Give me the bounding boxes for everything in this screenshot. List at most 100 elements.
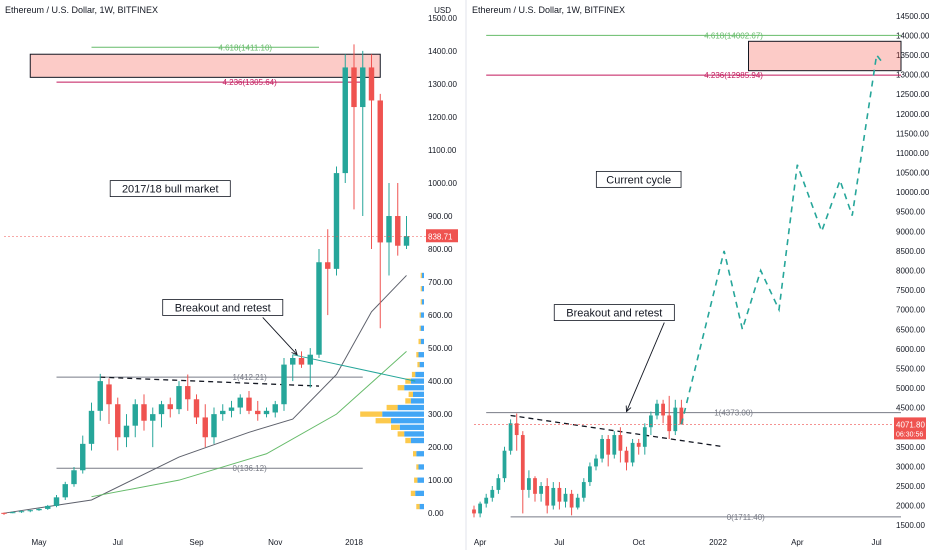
candle-body[interactable] [281, 364, 287, 405]
candle-body[interactable] [360, 67, 366, 108]
candle-body[interactable] [71, 470, 77, 485]
annotation-text: Breakout and retest [175, 302, 271, 314]
candle-body[interactable] [368, 67, 375, 101]
candle-body[interactable] [298, 358, 305, 365]
candle-body[interactable] [624, 450, 629, 463]
candle-body[interactable] [612, 435, 617, 455]
moving-average-line[interactable] [3, 275, 407, 514]
candle-body[interactable] [496, 478, 501, 490]
candle-body[interactable] [600, 438, 604, 459]
candle-body[interactable] [618, 435, 623, 451]
candle-body[interactable] [255, 410, 261, 415]
candle-body[interactable] [342, 67, 348, 174]
candle-body[interactable] [649, 415, 653, 428]
candle-body[interactable] [351, 67, 357, 108]
candle-body[interactable] [27, 510, 33, 512]
candle-body[interactable] [237, 397, 243, 408]
chart-panel-right[interactable]: Ethereum / U.S. Dollar, 1W, BITFINEX 150… [472, 5, 932, 547]
candle-body[interactable] [520, 435, 525, 490]
candle-body[interactable] [307, 354, 313, 365]
candle-body[interactable] [386, 216, 392, 243]
candle-body[interactable] [377, 100, 383, 243]
candle-body[interactable] [167, 404, 173, 410]
candle-body[interactable] [403, 236, 410, 246]
chart-panel-left[interactable]: Ethereum / U.S. Dollar, 1W, BITFINEX USD… [1, 5, 458, 547]
annotation-box[interactable] [553, 304, 675, 321]
candle-body[interactable] [661, 403, 665, 416]
candle-body[interactable] [606, 438, 611, 455]
candle-body[interactable] [569, 493, 574, 508]
y-tick-label: 11500.00 [896, 129, 929, 138]
candle-body[interactable] [62, 484, 68, 498]
candle-body[interactable] [228, 407, 235, 411]
projection-path[interactable] [680, 53, 884, 425]
candle-body[interactable] [150, 414, 156, 421]
candle-body[interactable] [80, 443, 86, 471]
candle-body[interactable] [679, 407, 684, 425]
candle-body[interactable] [484, 497, 489, 504]
candle-body[interactable] [211, 414, 217, 438]
candle-body[interactable] [575, 497, 580, 508]
candle-body[interactable] [478, 503, 482, 514]
candle-body[interactable] [115, 404, 121, 438]
candle-body[interactable] [667, 415, 672, 432]
candle-body[interactable] [36, 508, 42, 511]
candle-body[interactable] [176, 386, 182, 410]
candle-body[interactable] [123, 425, 130, 438]
candle-body[interactable] [53, 497, 60, 506]
candle-body[interactable] [246, 397, 252, 411]
candle-body[interactable] [630, 442, 635, 463]
candle-body[interactable] [527, 478, 531, 490]
candle-body[interactable] [594, 458, 598, 467]
candle-body[interactable] [272, 404, 278, 413]
target-zone[interactable] [748, 40, 902, 72]
last-price-badge[interactable] [426, 229, 458, 243]
candle-body[interactable] [88, 410, 95, 444]
candle-body[interactable] [395, 216, 401, 246]
target-zone[interactable] [29, 53, 381, 78]
candle-body[interactable] [316, 262, 322, 355]
y-tick-label: 14000.00 [896, 31, 930, 40]
candle-body[interactable] [545, 485, 550, 506]
candle-body[interactable] [141, 404, 147, 421]
candle-body[interactable] [472, 509, 476, 514]
annotation-box[interactable] [595, 170, 682, 188]
moving-average-line[interactable] [91, 351, 407, 498]
candle-body[interactable] [1, 512, 7, 514]
candle-body[interactable] [10, 512, 16, 514]
candle-body[interactable] [193, 399, 200, 418]
candle-body[interactable] [563, 493, 568, 502]
candle-body[interactable] [502, 450, 507, 479]
candle-body[interactable] [514, 423, 519, 436]
candle-body[interactable] [106, 384, 112, 405]
candle-body[interactable] [220, 410, 226, 415]
candle-body[interactable] [490, 489, 495, 498]
candle-body[interactable] [97, 381, 103, 411]
candle-body[interactable] [132, 404, 138, 426]
candle-body[interactable] [18, 511, 25, 513]
annotation-box[interactable] [162, 299, 284, 316]
candle-body[interactable] [588, 466, 592, 483]
candle-body[interactable] [185, 386, 191, 400]
candle-body[interactable] [581, 482, 586, 498]
candle-body[interactable] [673, 407, 678, 432]
candle-body[interactable] [539, 485, 543, 494]
candle-body[interactable] [557, 487, 562, 502]
candle-body[interactable] [642, 427, 647, 447]
candle-body[interactable] [533, 478, 537, 494]
candle-body[interactable] [636, 442, 641, 447]
candle-body[interactable] [508, 423, 513, 451]
candle-body[interactable] [290, 358, 296, 365]
teal-trend-line[interactable] [292, 354, 416, 382]
candle-body[interactable] [551, 487, 556, 506]
last-price-badge[interactable] [894, 417, 926, 440]
candle-body[interactable] [263, 410, 270, 415]
annotation-box[interactable] [109, 180, 231, 198]
candle-body[interactable] [202, 417, 208, 438]
candle-body[interactable] [158, 404, 165, 415]
candle-body[interactable] [333, 173, 340, 269]
candle-body[interactable] [655, 403, 659, 416]
candle-body[interactable] [325, 262, 331, 269]
breakout-trendline[interactable] [510, 414, 725, 448]
candle-body[interactable] [45, 505, 51, 509]
